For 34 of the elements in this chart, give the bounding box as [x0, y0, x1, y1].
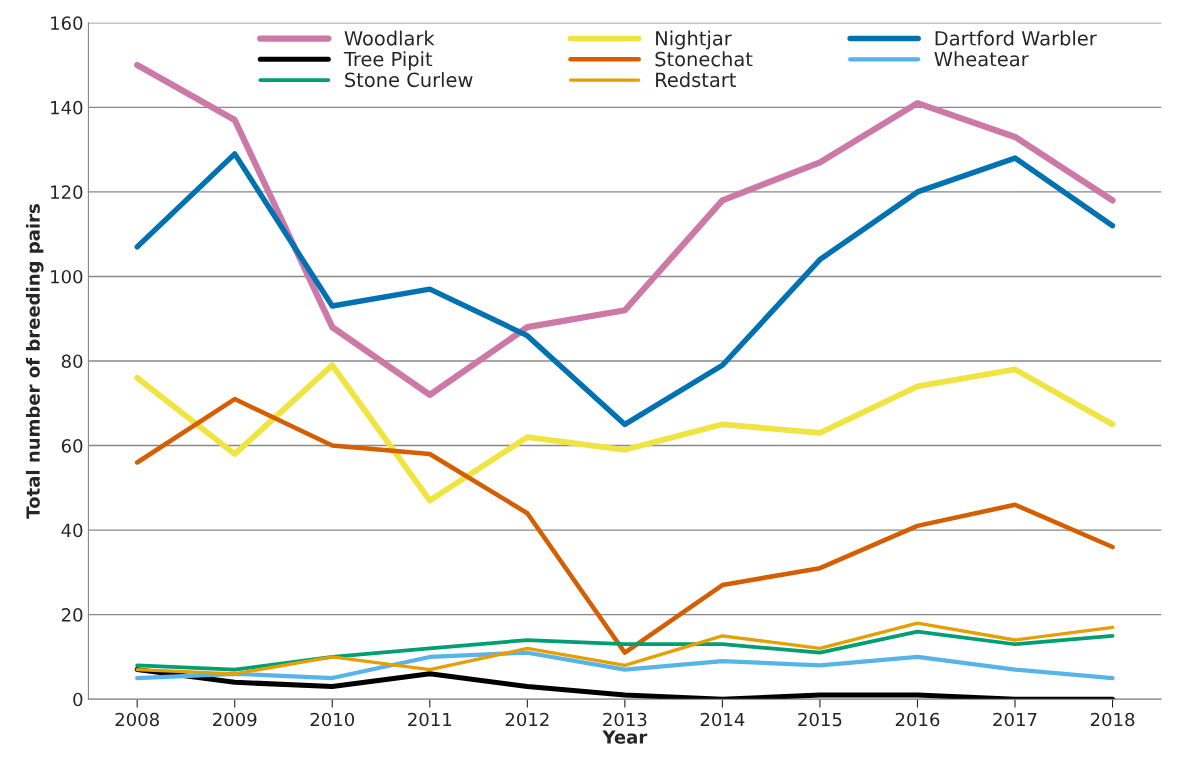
- x-axis-title: Year: [602, 730, 648, 744]
- x-tick-label: 2009: [213, 712, 257, 727]
- line-series: [135, 621, 1115, 676]
- legend-label: Stonechat: [655, 51, 753, 67]
- x-tick-label: 2010: [310, 712, 355, 727]
- y-axis-title: Total number of breeding pairs: [25, 204, 44, 519]
- y-tick-label: 160: [51, 16, 83, 30]
- x-tick-label: 2015: [798, 712, 842, 727]
- legend-label: Stone Curlew: [345, 72, 473, 88]
- y-tick-label: 140: [51, 100, 83, 115]
- y-tick-label: 40: [61, 523, 83, 538]
- y-tick-label: 60: [61, 439, 83, 453]
- y-tick-label: 20: [61, 608, 83, 622]
- x-tick-label: 2017: [993, 712, 1037, 727]
- x-tick-label: 2012: [505, 712, 549, 727]
- legend-label: Woodlark: [344, 30, 435, 46]
- x-tick-label: 2014: [700, 712, 745, 727]
- x-tick-label: 2008: [115, 712, 159, 727]
- line-series: [135, 629, 1115, 672]
- legend-label: Redstart: [656, 72, 736, 88]
- legend-label: Dartford Warbler: [935, 30, 1097, 46]
- y-tick-label: 100: [51, 269, 83, 284]
- x-tick-label: 2011: [408, 712, 452, 727]
- x-tick-label: 2018: [1090, 712, 1135, 727]
- line-series: [134, 396, 1115, 655]
- legend-label: Tree Pipit: [343, 51, 433, 71]
- x-tick-label: 2013: [603, 712, 647, 727]
- y-tick-label: 120: [51, 185, 83, 200]
- y-tick-label: 80: [61, 354, 83, 369]
- legend-label: Nightjar: [656, 30, 732, 50]
- x-tick-label: 2016: [895, 712, 940, 727]
- legend-label: Wheatear: [934, 51, 1029, 67]
- line-series: [135, 650, 1115, 681]
- y-tick-label: 0: [73, 692, 83, 707]
